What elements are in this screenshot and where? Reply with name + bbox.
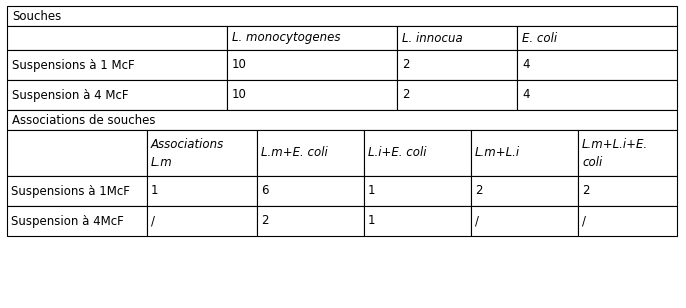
Bar <box>257 206 364 236</box>
Bar <box>147 206 257 236</box>
Bar <box>7 6 677 26</box>
Text: L.m+L.i+E.: L.m+L.i+E. <box>582 138 648 151</box>
Bar <box>7 176 147 206</box>
Text: 4: 4 <box>522 88 530 102</box>
Text: Suspension à 4 McF: Suspension à 4 McF <box>12 88 128 102</box>
Bar <box>397 26 517 50</box>
Bar <box>364 206 471 236</box>
Text: L.m: L.m <box>151 156 173 169</box>
Bar <box>517 80 677 110</box>
Bar <box>257 176 364 206</box>
Text: Associations: Associations <box>151 138 224 151</box>
Bar <box>397 80 517 110</box>
Text: L. innocua: L. innocua <box>402 31 463 44</box>
Text: 2: 2 <box>261 214 268 228</box>
Text: L.m+L.i: L.m+L.i <box>475 147 520 160</box>
Text: Associations de souches: Associations de souches <box>12 114 156 127</box>
Text: 6: 6 <box>261 184 268 197</box>
Text: coli: coli <box>582 156 602 169</box>
Bar <box>227 26 397 50</box>
Bar <box>147 176 257 206</box>
Text: Suspensions à 1 McF: Suspensions à 1 McF <box>12 59 134 71</box>
Text: 10: 10 <box>232 88 247 102</box>
Bar <box>364 130 471 176</box>
Bar <box>471 176 578 206</box>
Bar <box>227 50 397 80</box>
Bar <box>471 130 578 176</box>
Bar <box>7 206 147 236</box>
Text: /: / <box>151 214 155 228</box>
Text: 1: 1 <box>151 184 158 197</box>
Bar <box>578 176 677 206</box>
Text: 2: 2 <box>402 88 410 102</box>
Text: 4: 4 <box>522 59 530 71</box>
Bar <box>517 26 677 50</box>
Bar <box>7 110 677 130</box>
Text: /: / <box>582 214 586 228</box>
Text: /: / <box>475 214 479 228</box>
Text: L. monocytogenes: L. monocytogenes <box>232 31 340 44</box>
Bar <box>257 130 364 176</box>
Bar <box>578 206 677 236</box>
Bar <box>7 80 227 110</box>
Bar <box>227 80 397 110</box>
Text: 1: 1 <box>368 184 375 197</box>
Text: Souches: Souches <box>12 10 61 22</box>
Text: 2: 2 <box>582 184 589 197</box>
Text: 2: 2 <box>475 184 482 197</box>
Text: 10: 10 <box>232 59 247 71</box>
Bar <box>7 26 227 50</box>
Bar <box>471 206 578 236</box>
Bar <box>578 130 677 176</box>
Text: 2: 2 <box>402 59 410 71</box>
Bar <box>517 50 677 80</box>
Text: 1: 1 <box>368 214 375 228</box>
Text: L.i+E. coli: L.i+E. coli <box>368 147 427 160</box>
Bar <box>397 50 517 80</box>
Text: L.m+E. coli: L.m+E. coli <box>261 147 328 160</box>
Bar <box>364 176 471 206</box>
Bar <box>7 50 227 80</box>
Bar <box>7 130 147 176</box>
Text: Suspension à 4McF: Suspension à 4McF <box>11 214 123 228</box>
Text: Suspensions à 1McF: Suspensions à 1McF <box>11 184 130 197</box>
Bar <box>147 130 257 176</box>
Text: E. coli: E. coli <box>522 31 557 44</box>
